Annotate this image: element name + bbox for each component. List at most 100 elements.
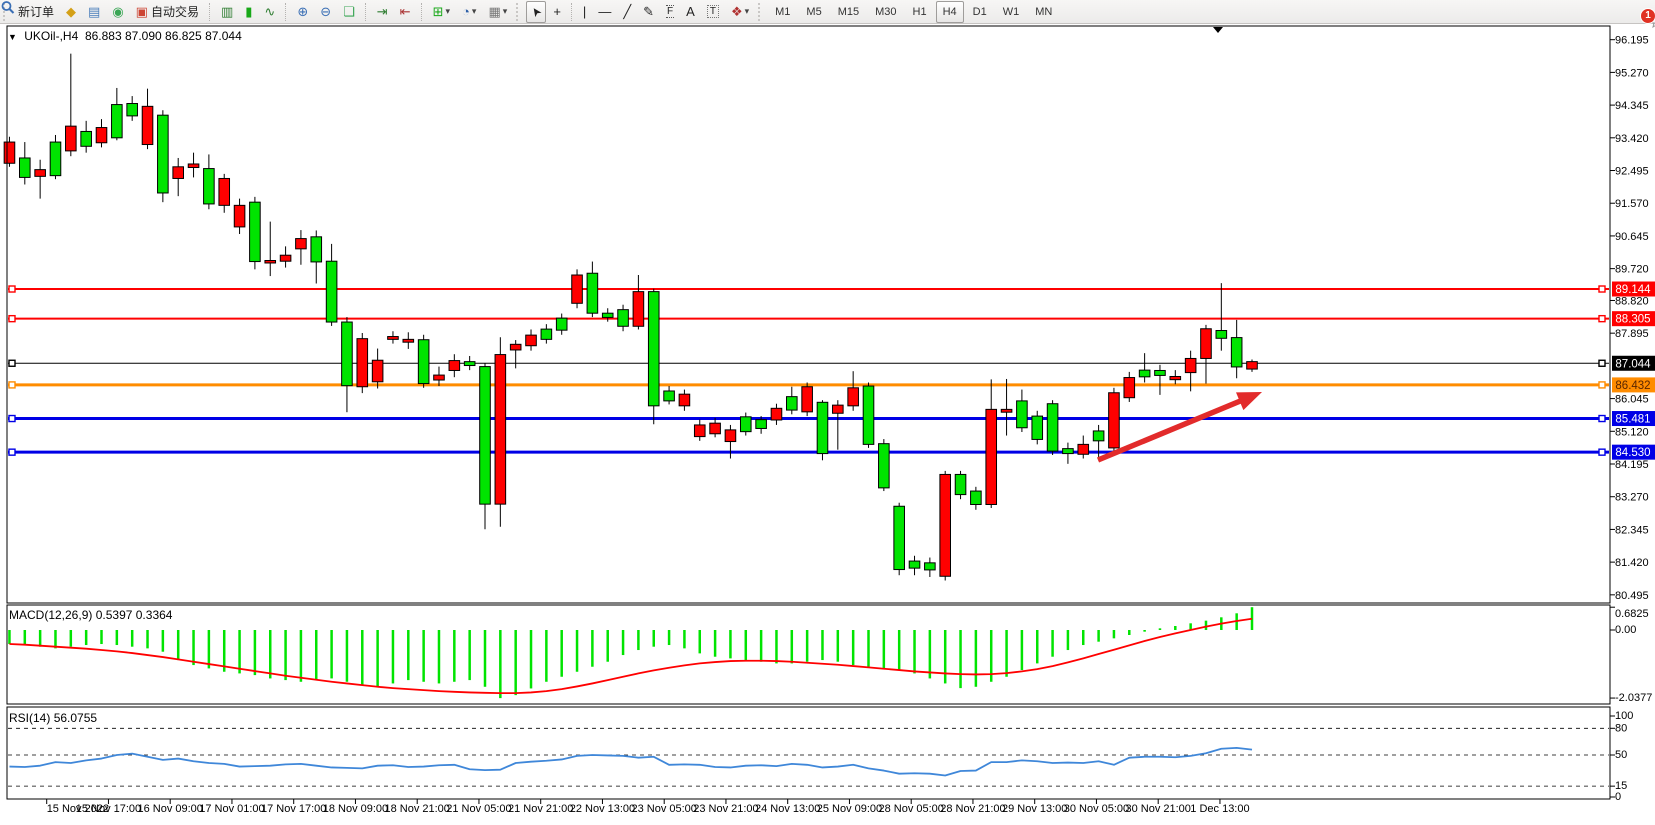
date-tick-label: 21 Nov 05:00: [446, 803, 511, 815]
trend-arrow[interactable]: [1096, 392, 1262, 463]
crosshair-tool[interactable]: +: [553, 4, 561, 19]
timeframe-h1[interactable]: H1: [912, 5, 927, 18]
auto-scroll-icon[interactable]: ⇥: [376, 4, 388, 19]
candle-body: [739, 416, 752, 433]
channel-tool[interactable]: ✎: [643, 4, 655, 19]
chart-area[interactable]: 96.195 95.270 94.345 93.420 92.495 91.570 90.6…: [0, 23, 1655, 825]
chart-canvas[interactable]: 96.195 95.270 94.345 93.420 92.495 91.570 90.6…: [0, 23, 1655, 825]
candle-body: [187, 163, 200, 169]
price-level-lines: [8, 285, 1609, 456]
candle-body: [463, 361, 476, 367]
candle-body: [203, 168, 215, 205]
timeframe-m5[interactable]: M5: [806, 5, 822, 18]
candle-body: [479, 366, 491, 505]
rsi-tick-label: 80: [1615, 722, 1627, 734]
timeframe-w1[interactable]: W1: [1002, 5, 1020, 18]
tile-windows-icon[interactable]: ❏: [343, 4, 355, 19]
text-label-tool[interactable]: T: [702, 1, 724, 23]
macd-tick-label: 0.00: [1615, 624, 1636, 636]
macd-panel-border[interactable]: [6, 604, 1611, 705]
candle-body: [801, 386, 813, 413]
zoom-in-icon[interactable]: ⊕: [297, 4, 309, 19]
separator: [208, 2, 211, 21]
signal-icon[interactable]: ◉: [112, 4, 124, 19]
timeframe-buttons: M1 M5 M15 M30 H1 H4 D1 W1 MN: [767, 0, 1060, 23]
macd-histogram: [8, 607, 1254, 699]
vertical-line-tool[interactable]: |: [582, 4, 587, 19]
date-tick-label: 15 Nov 2022: [47, 803, 109, 815]
new-order-icon[interactable]: ◆: [66, 4, 77, 19]
template-menu-button[interactable]: ▦ ▾: [488, 4, 508, 19]
candle-body: [1016, 400, 1028, 429]
market-watch-icon[interactable]: ▤: [88, 4, 101, 19]
line-chart-icon[interactable]: ∿: [264, 4, 276, 19]
price-tick-label: 89.720: [1615, 264, 1649, 276]
level-handle: [1598, 414, 1606, 423]
price-tick-label: 91.570: [1615, 198, 1649, 210]
search-icon[interactable]: [1, 1, 1638, 23]
candle-body: [786, 396, 798, 411]
level-handle: [8, 448, 16, 456]
new-order-button[interactable]: 新订单: [18, 5, 55, 19]
date-tick-label: 30 Nov 05:00: [1064, 803, 1129, 815]
level-handle: [8, 285, 16, 293]
trendline-tool[interactable]: ╱: [623, 4, 632, 19]
level-handle: [1598, 359, 1606, 367]
separator: [570, 2, 573, 21]
timeframe-m15[interactable]: M15: [837, 5, 860, 18]
auto-trading-button[interactable]: ▣ 自动交易: [135, 4, 199, 19]
candlestick-chart-icon[interactable]: ▮: [245, 4, 253, 19]
trend-arrow-head: [1236, 392, 1262, 411]
cursor-tool[interactable]: ➤: [526, 0, 547, 23]
horizontal-line-tool[interactable]: ―: [598, 4, 612, 19]
candle-body: [1230, 337, 1243, 368]
candle-body: [954, 473, 967, 496]
macd-axis: 0.6825 0.00 -2.0377: [1610, 606, 1652, 704]
price-badge-label: 87.044: [1615, 358, 1651, 370]
price-tick-label: 87.895: [1615, 328, 1649, 340]
toolbar-grip: [3, 2, 9, 21]
date-tick-label: 23 Nov 05:00: [631, 803, 696, 815]
candle-body: [111, 104, 123, 139]
zoom-out-icon[interactable]: ⊖: [320, 4, 332, 19]
timeframe-m30[interactable]: M30: [875, 5, 897, 18]
price-tick-label: 93.420: [1615, 133, 1649, 145]
arrows-tool[interactable]: ❖ ▾: [730, 4, 750, 19]
price-badge: [1612, 444, 1655, 460]
main-panel[interactable]: [6, 25, 1611, 604]
candle-body: [709, 422, 721, 435]
rsi-panel-border[interactable]: [6, 706, 1611, 800]
candle-body: [663, 390, 675, 402]
fibonacci-tool[interactable]: F: [666, 5, 675, 18]
candle-body: [693, 424, 706, 438]
candle-body: [65, 125, 77, 152]
text-tool[interactable]: A: [686, 4, 695, 19]
price-badge-label: 86.432: [1615, 380, 1650, 392]
candle-body: [1154, 369, 1166, 376]
bar-chart-icon[interactable]: ▥: [220, 4, 234, 19]
level-handle: [1598, 381, 1606, 389]
chart-shift-icon[interactable]: ⇤: [399, 4, 411, 19]
new-chart-button[interactable]: ⊞ ▾: [432, 4, 451, 19]
candle-body: [571, 274, 583, 304]
chart-top-marker-icon: [1213, 27, 1223, 33]
toolbar-grip: [758, 2, 764, 21]
candle-body: [878, 443, 890, 489]
level-handle: [8, 381, 16, 389]
timeframe-h4[interactable]: H4: [935, 0, 964, 23]
separator: [285, 2, 287, 21]
candle-body: [1215, 330, 1228, 339]
level-handle: [1598, 314, 1606, 323]
price-badge: [1612, 377, 1655, 393]
date-tick-label: 28 Nov 21:00: [940, 803, 1005, 815]
timeframe-m1[interactable]: M1: [775, 5, 791, 18]
timeframe-d1[interactable]: D1: [972, 5, 987, 18]
candle-body: [617, 309, 629, 327]
candle-body: [847, 387, 859, 407]
timeframe-mn[interactable]: MN: [1035, 5, 1053, 18]
candle-body: [755, 419, 767, 429]
price-badge: [1612, 281, 1655, 297]
period-menu-button[interactable]: ◔ ▾: [462, 4, 477, 19]
